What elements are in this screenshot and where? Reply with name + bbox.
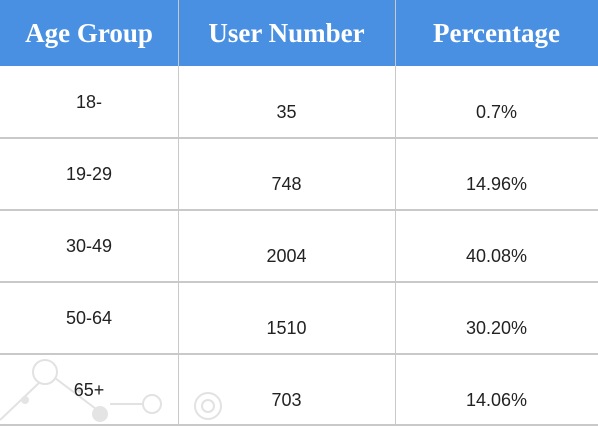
column-divider bbox=[395, 0, 396, 426]
header-cell: User Number bbox=[178, 0, 395, 66]
table-cell: 35 bbox=[276, 101, 297, 122]
table-cell: 14.96% bbox=[465, 173, 528, 194]
column-divider bbox=[178, 0, 179, 426]
table-cell: 748 bbox=[271, 173, 302, 194]
header-cell: Percentage bbox=[395, 0, 598, 66]
table-cell: 0.7% bbox=[475, 101, 518, 122]
row-divider bbox=[0, 281, 598, 283]
header-cell: Age Group bbox=[0, 0, 178, 66]
table-cell: 40.08% bbox=[465, 245, 528, 266]
row-divider bbox=[0, 424, 598, 426]
row-label: 50-64 bbox=[65, 307, 113, 328]
table-cell: 1510 bbox=[266, 317, 307, 338]
table-cell: 2004 bbox=[266, 245, 307, 266]
row-divider bbox=[0, 353, 598, 355]
row-label: 65+ bbox=[73, 379, 105, 400]
table-cell: 30.20% bbox=[465, 317, 528, 338]
row-divider bbox=[0, 137, 598, 139]
table-cell: 14.06% bbox=[465, 389, 528, 410]
row-label: 30-49 bbox=[65, 235, 113, 256]
row-label: 18- bbox=[75, 91, 102, 112]
row-divider bbox=[0, 209, 598, 211]
table-cell: 703 bbox=[271, 389, 302, 410]
row-label: 19-29 bbox=[65, 163, 113, 184]
